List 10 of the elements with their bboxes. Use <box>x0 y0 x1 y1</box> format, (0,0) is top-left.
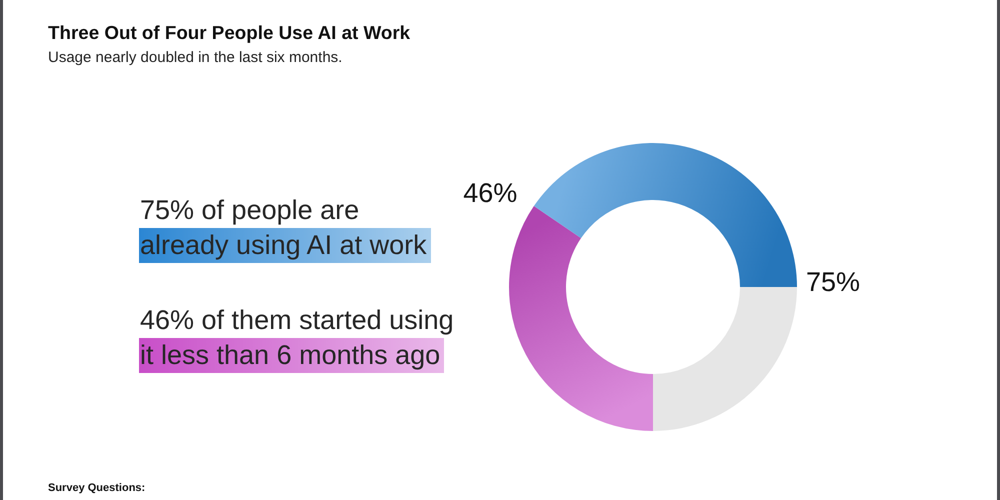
text: Usage nearly doubled in the last six months. <box>48 49 342 66</box>
text: Survey Questions: <box>48 482 146 494</box>
donut-slice <box>534 143 797 287</box>
text: Three Out of Four People Use AI at Work <box>48 22 410 44</box>
text: 46% of them started using it less than 6 months ago <box>140 304 454 370</box>
text: 75% of people are already using AI at work <box>140 194 427 260</box>
donut-slice <box>509 206 653 431</box>
text: 75% <box>806 266 860 298</box>
text: 46% <box>463 177 518 210</box>
donut-slice <box>653 287 797 431</box>
